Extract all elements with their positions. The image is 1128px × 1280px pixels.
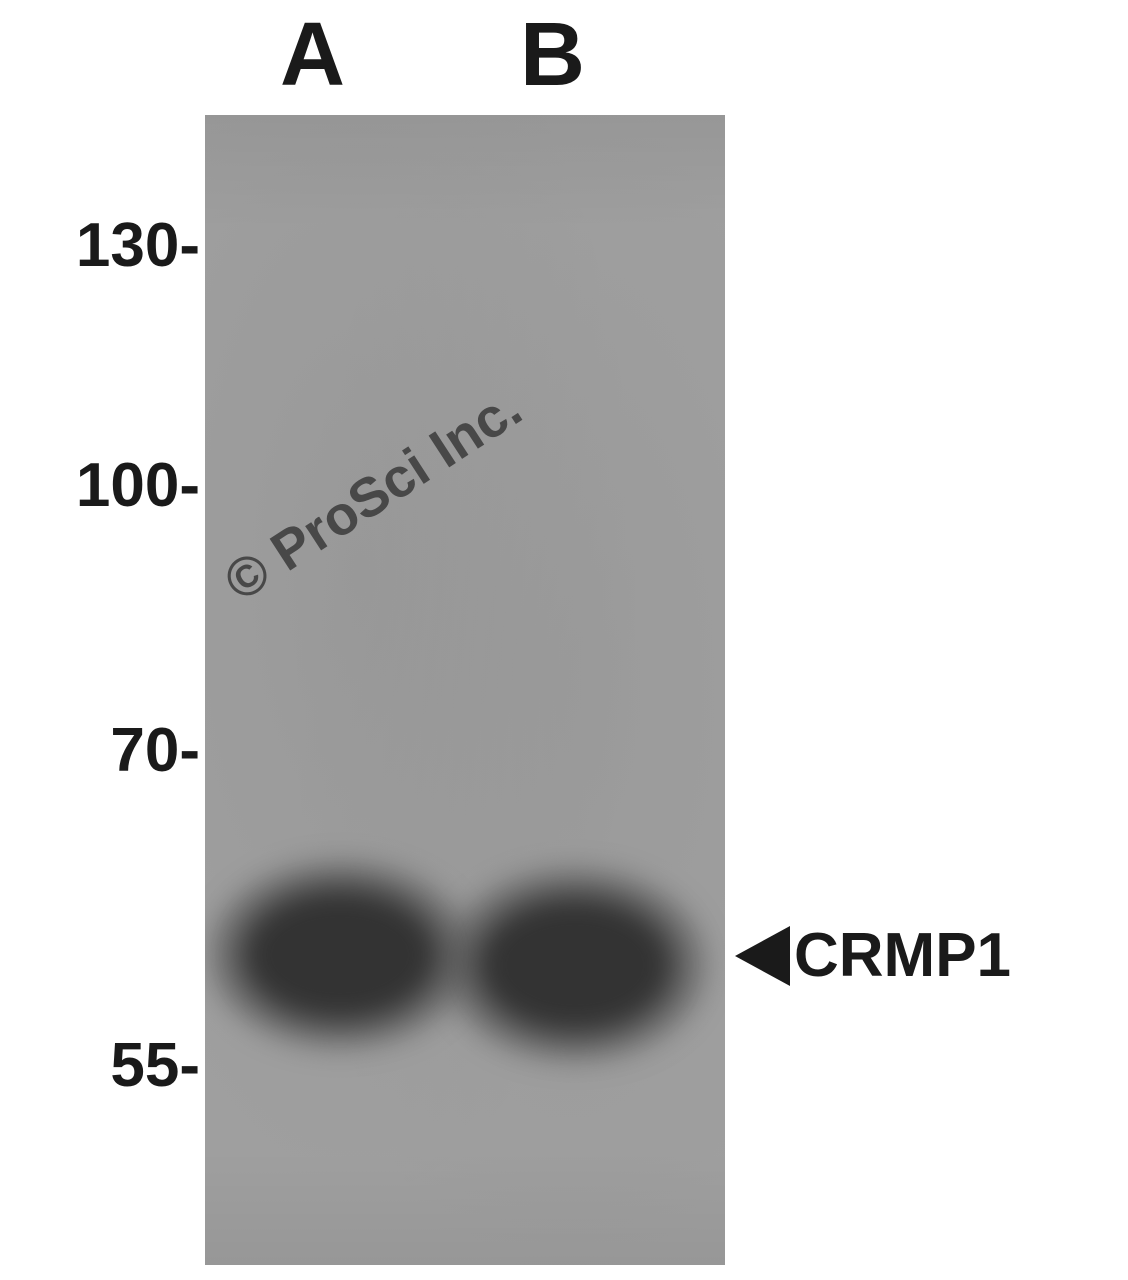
blot-membrane: © ProSci Inc.: [205, 115, 725, 1265]
target-protein-text: CRMP1: [794, 920, 1011, 991]
band-lane-b: [475, 895, 675, 1035]
mw-marker-100: 100-: [0, 450, 200, 521]
mw-marker-130: 130-: [0, 210, 200, 281]
band-lane-a: [240, 887, 440, 1023]
mw-marker-70: 70-: [0, 715, 200, 786]
target-protein-label: CRMP1: [735, 920, 1011, 991]
mw-marker-55: 55-: [0, 1030, 200, 1101]
arrow-left-icon: [735, 926, 790, 986]
lane-labels-row: A B: [0, 0, 1128, 110]
lane-label-a: A: [280, 4, 345, 107]
blot-background-noise: [205, 115, 725, 1265]
lane-label-b: B: [520, 4, 585, 107]
western-blot-figure: A B © ProSci Inc. 130- 100- 70- 55- CRMP…: [0, 0, 1128, 1280]
